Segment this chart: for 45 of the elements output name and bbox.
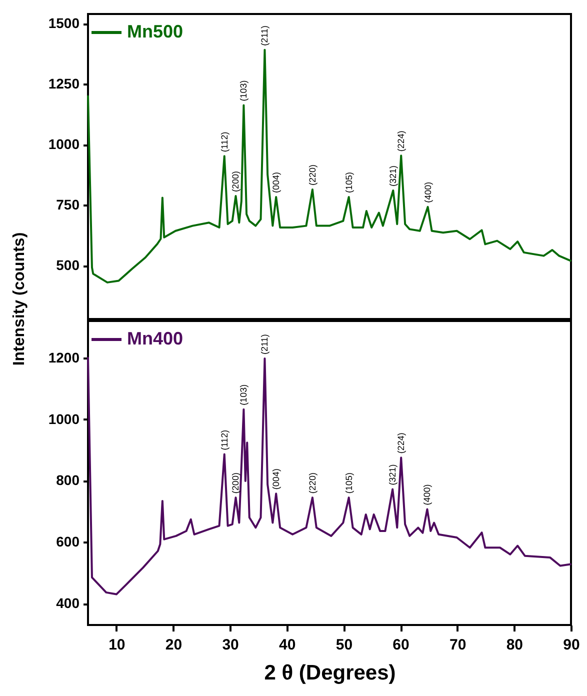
y-tick-label: 1250 <box>48 76 80 92</box>
annotation: (400) <box>422 182 433 203</box>
annotation: (224) <box>396 130 406 152</box>
y-tick-label: 750 <box>56 196 80 213</box>
x-tick-label: 20 <box>165 636 182 654</box>
annotation: (220) <box>307 164 318 186</box>
annotation: (112) <box>219 430 230 450</box>
y-tick-label: 400 <box>56 595 80 612</box>
y-tick-label: 1500 <box>48 15 80 32</box>
legend-label: Mn500 <box>127 22 184 42</box>
annotation: (004) <box>271 468 282 490</box>
annotation: (321) <box>388 165 398 186</box>
line-series <box>87 48 572 284</box>
y-tick-label: 500 <box>56 257 80 274</box>
x-tick-label: 90 <box>563 636 580 654</box>
annotation: (103) <box>238 80 249 102</box>
annotation: (224) <box>396 432 406 454</box>
annotation: (105) <box>344 172 354 193</box>
y-tick-label: 1000 <box>48 136 80 152</box>
x-tick-label: 40 <box>279 636 296 654</box>
x-tick-label: 80 <box>506 636 524 654</box>
y-tick-label: 1000 <box>48 410 80 427</box>
x-axis-title: 2 θ (Degrees) <box>264 662 396 684</box>
annotation: (211) <box>260 334 270 354</box>
y-tick-label: 600 <box>56 534 80 550</box>
annotation: (004) <box>271 172 282 193</box>
annotation: (400) <box>422 484 432 506</box>
y-tick-label: 1200 <box>48 349 80 366</box>
annotation: (200) <box>230 472 241 494</box>
line-series <box>87 356 572 596</box>
x-tick-label: 60 <box>392 636 410 654</box>
annotation: (105) <box>344 472 354 494</box>
annotation: (112) <box>219 132 230 152</box>
x-tick-label: 10 <box>108 636 126 654</box>
annotation: (200) <box>230 171 241 192</box>
legend-label: Mn400 <box>127 328 184 348</box>
x-tick-label: 30 <box>222 636 239 654</box>
y-axis-title: Intensity (counts) <box>11 231 29 368</box>
annotation: (103) <box>238 384 249 406</box>
x-tick-label: 50 <box>336 636 353 654</box>
annotation: (220) <box>307 472 318 494</box>
y-tick-label: 800 <box>56 472 80 488</box>
annotation: (211) <box>260 25 270 46</box>
annotation: (321) <box>388 464 398 486</box>
x-tick-label: 70 <box>450 636 466 654</box>
